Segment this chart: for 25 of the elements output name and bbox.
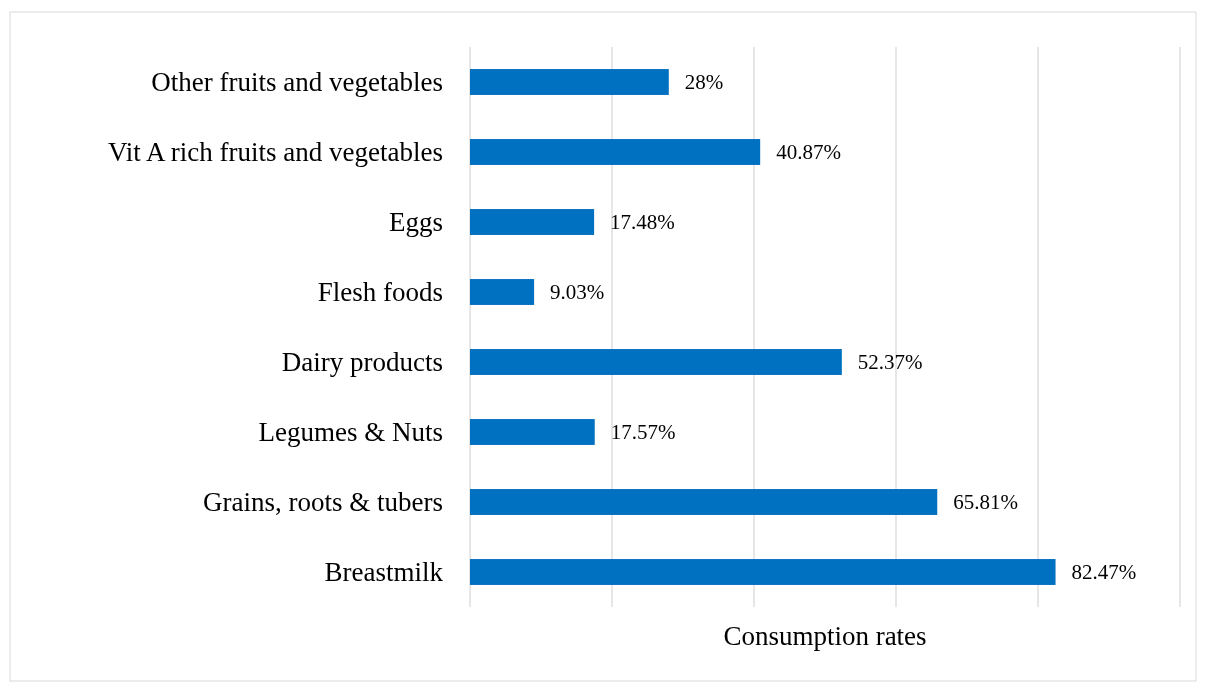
y-tick-label: Eggs bbox=[389, 207, 443, 238]
data-label: 65.81% bbox=[953, 490, 1018, 515]
y-tick-label: Vit A rich fruits and vegetables bbox=[107, 137, 443, 168]
bar bbox=[470, 349, 842, 375]
data-label: 17.57% bbox=[610, 420, 676, 445]
data-label: 40.87% bbox=[776, 140, 841, 165]
y-tick-label: Legumes & Nuts bbox=[258, 417, 443, 448]
data-label: 82.47% bbox=[1071, 560, 1137, 585]
y-tick-label: Breastmilk bbox=[324, 557, 444, 588]
y-tick-label: Grains, roots & tubers bbox=[203, 487, 443, 518]
data-label: 28% bbox=[684, 70, 724, 95]
y-tick-label: Flesh foods bbox=[317, 277, 443, 308]
bar bbox=[470, 489, 938, 515]
bar bbox=[470, 139, 761, 165]
data-label: 52.37% bbox=[857, 350, 923, 375]
bar bbox=[470, 419, 595, 445]
bar bbox=[470, 209, 595, 235]
x-axis-title: Consumption rates bbox=[723, 621, 927, 651]
y-tick-label: Other fruits and vegetables bbox=[151, 67, 443, 98]
data-label: 17.48% bbox=[610, 210, 675, 235]
bar bbox=[470, 279, 535, 305]
bar bbox=[470, 559, 1056, 585]
bar bbox=[470, 69, 669, 95]
data-label: 9.03% bbox=[550, 280, 605, 305]
y-tick-label: Dairy products bbox=[281, 347, 443, 378]
